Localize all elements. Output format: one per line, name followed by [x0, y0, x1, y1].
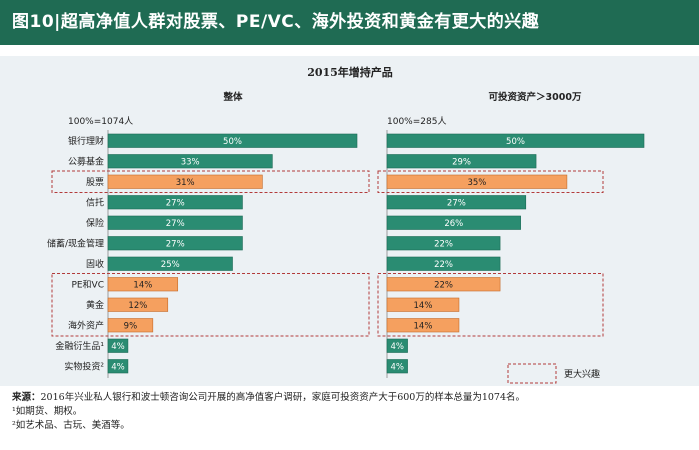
bar-1-7	[386, 277, 501, 292]
value-label-1-10: 4%	[391, 342, 405, 352]
figure-title: 图10|超高净值人群对股票、PE/VC、海外投资和黄金有更大的兴趣	[0, 0, 699, 45]
bar-0-0	[107, 133, 358, 148]
value-label-1-7: 22%	[434, 281, 453, 291]
bar-0-8	[107, 297, 169, 312]
category-label-10: 金融衍生品¹	[55, 340, 104, 352]
bar-1-2	[386, 174, 568, 189]
chart-title: 2015年增持产品	[307, 65, 393, 79]
highlight-frame-left-0	[51, 170, 370, 193]
category-label-5: 储蓄/现金管理	[47, 238, 104, 250]
bar-0-3	[107, 195, 243, 210]
bar-0-4	[107, 215, 243, 230]
value-label-1-3: 27%	[447, 199, 466, 209]
bar-1-11	[386, 359, 408, 374]
category-label-11: 实物投资²	[64, 361, 104, 373]
value-label-0-6: 25%	[161, 260, 180, 270]
value-label-0-4: 27%	[166, 219, 185, 229]
bar-0-2	[107, 174, 263, 189]
highlight-frame-left-1	[51, 273, 370, 337]
category-label-0: 银行理财	[68, 135, 104, 147]
highlight-frame-right-0	[377, 170, 604, 193]
value-label-0-3: 27%	[166, 199, 185, 209]
bar-0-11	[107, 359, 129, 374]
value-label-0-11: 4%	[111, 363, 125, 373]
bar-0-10	[107, 338, 129, 353]
bar-1-5	[386, 236, 501, 251]
bar-0-6	[107, 256, 233, 271]
panel-title-left: 整体	[222, 91, 243, 103]
category-label-1: 公募基金	[68, 156, 104, 168]
category-label-9: 海外资产	[68, 320, 104, 332]
value-label-1-6: 22%	[434, 260, 453, 270]
value-label-0-8: 12%	[128, 301, 147, 311]
value-label-1-0: 50%	[506, 137, 525, 147]
value-label-1-8: 14%	[414, 301, 433, 311]
value-label-0-7: 14%	[133, 281, 152, 291]
bar-1-10	[386, 338, 408, 353]
category-label-3: 信托	[86, 197, 104, 209]
base-label-right: 100%=285人	[387, 116, 446, 127]
value-label-1-4: 26%	[444, 219, 463, 229]
bar-1-9	[386, 318, 460, 333]
bar-1-6	[386, 256, 501, 271]
source-notes: 来源：2016年兴业私人银行和波士顿咨询公司开展的高净值客户调研，家庭可投资资产…	[12, 391, 692, 433]
bar-1-0	[386, 133, 645, 148]
value-label-1-2: 35%	[467, 178, 486, 188]
source-label: 来源：	[12, 392, 41, 403]
highlight-frame-right-1	[377, 273, 604, 337]
value-label-0-10: 4%	[111, 342, 125, 352]
bar-0-7	[107, 277, 179, 292]
value-label-1-9: 14%	[414, 322, 433, 332]
category-label-7: PE和VC	[71, 280, 104, 291]
bar-0-9	[107, 318, 154, 333]
footnote-1: ¹如期货、期权。	[12, 406, 83, 417]
bar-1-3	[386, 195, 527, 210]
legend-label: 更大兴趣	[564, 368, 600, 380]
category-label-2: 股票	[86, 177, 104, 188]
bar-0-5	[107, 236, 243, 251]
bar-1-8	[386, 297, 460, 312]
category-label-4: 保险	[86, 217, 104, 229]
panel-title-right: 可投资资产＞3000万	[489, 91, 582, 103]
value-label-0-2: 31%	[176, 178, 195, 188]
value-label-1-5: 22%	[434, 240, 453, 250]
category-label-8: 黄金	[86, 299, 104, 311]
footnote-2: ²如艺术品、古玩、美酒等。	[12, 420, 130, 431]
value-label-0-9: 9%	[124, 322, 138, 332]
bar-0-1	[107, 154, 273, 169]
bar-1-4	[386, 215, 521, 230]
value-label-0-5: 27%	[166, 240, 185, 250]
category-label-6: 固收	[86, 258, 104, 270]
value-label-0-1: 33%	[181, 158, 200, 168]
source-text: 2016年兴业私人银行和波士顿咨询公司开展的高净值客户调研，家庭可投资资产大于6…	[40, 392, 526, 403]
base-label-left: 100%=1074人	[68, 116, 133, 127]
value-label-1-11: 4%	[391, 363, 405, 373]
legend-swatch	[507, 363, 557, 384]
value-label-1-1: 29%	[452, 158, 471, 168]
bar-1-1	[386, 154, 537, 169]
value-label-0-0: 50%	[223, 137, 242, 147]
